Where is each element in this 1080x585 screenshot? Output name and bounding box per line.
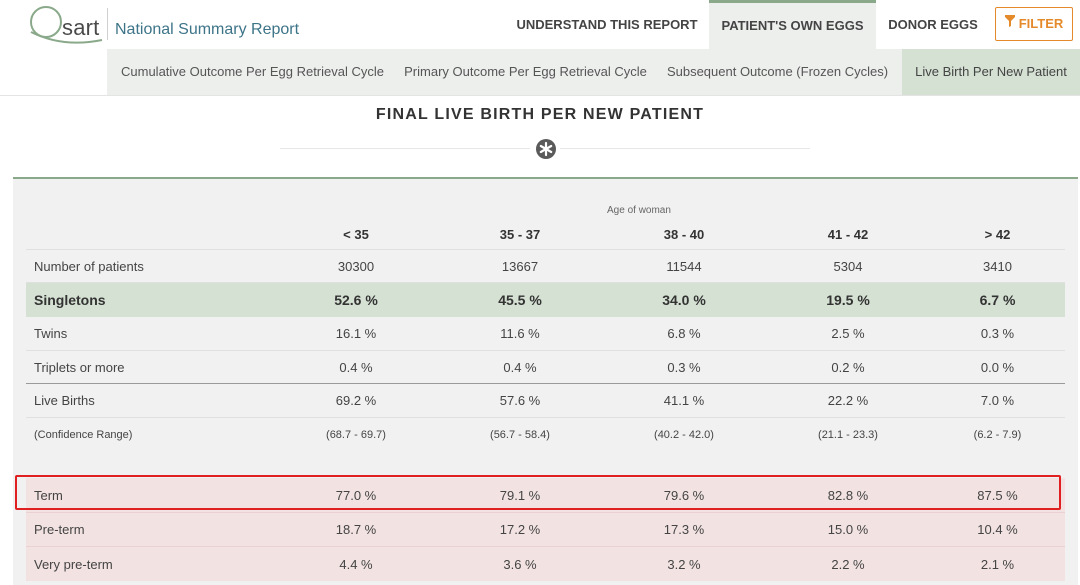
table-row: Triplets or more 0.4 % 0.4 % 0.3 % 0.2 %… bbox=[26, 351, 1065, 384]
table-cell: 10.4 % bbox=[977, 522, 1018, 537]
table-cell: 17.3 % bbox=[663, 522, 705, 537]
table-cell: 3.2 % bbox=[667, 556, 701, 572]
table-cell: 3410 bbox=[983, 258, 1012, 274]
column-header: > 42 bbox=[984, 226, 1011, 242]
table-row: Singletons 52.6 % 45.5 % 34.0 % 19.5 % 6… bbox=[26, 283, 1065, 317]
row-label: Number of patients bbox=[34, 258, 144, 274]
table-cell: 11544 bbox=[666, 258, 702, 274]
tab-live-birth-per-new-patient[interactable]: Live Birth Per New Patient bbox=[902, 49, 1080, 95]
data-card: Age of woman < 35 35 - 37 38 - 40 41 - 4… bbox=[13, 177, 1078, 585]
filter-icon bbox=[1004, 7, 1015, 39]
brand-divider bbox=[107, 8, 108, 40]
table-row: Number of patients 30300 13667 11544 530… bbox=[26, 250, 1065, 283]
table-cell: 69.2 % bbox=[335, 393, 377, 408]
table-cell: 0.4 % bbox=[339, 359, 373, 375]
table-cell: 41.1 % bbox=[663, 393, 705, 408]
table-cell: 30300 bbox=[337, 258, 375, 274]
table-cell: 22.2 % bbox=[827, 393, 869, 408]
row-label: Live Births bbox=[34, 393, 95, 408]
nav-donor-eggs[interactable]: DONOR EGGS bbox=[888, 17, 978, 32]
section-title: FINAL LIVE BIRTH PER NEW PATIENT bbox=[375, 106, 705, 123]
row-label: Twins bbox=[34, 326, 68, 341]
table-cell: (6.2 - 7.9) bbox=[973, 428, 1022, 441]
column-header: 38 - 40 bbox=[663, 226, 705, 242]
table-row: Pre-term 18.7 % 17.2 % 17.3 % 15.0 % 10.… bbox=[26, 513, 1065, 547]
tab-subsequent-outcome[interactable]: Subsequent Outcome (Frozen Cycles) bbox=[666, 64, 889, 79]
table-header-row: < 35 35 - 37 38 - 40 41 - 42 > 42 bbox=[26, 219, 1065, 250]
table-cell: 2.1 % bbox=[980, 556, 1015, 572]
table-cell: 87.5 % bbox=[977, 487, 1018, 503]
table-cell: 3.6 % bbox=[503, 556, 537, 572]
table-cell: (40.2 - 42.0) bbox=[654, 428, 714, 441]
table-cell: (56.7 - 58.4) bbox=[490, 428, 550, 441]
asterisk-badge-icon bbox=[535, 138, 557, 160]
table-cell: 7.0 % bbox=[980, 393, 1015, 408]
row-label: Pre-term bbox=[34, 522, 85, 537]
column-header: 35 - 37 bbox=[499, 226, 541, 242]
table-cell: 34.0 % bbox=[662, 292, 706, 308]
filter-button[interactable]: FILTER bbox=[995, 7, 1073, 41]
table-cell: 17.2 % bbox=[499, 522, 541, 537]
tab-cumulative-outcome[interactable]: Cumulative Outcome Per Egg Retrieval Cyc… bbox=[121, 64, 384, 79]
logo-swoosh-icon bbox=[30, 6, 103, 44]
table-cell: 16.1 % bbox=[335, 326, 377, 341]
logo-text: sart bbox=[62, 15, 100, 40]
row-label: Singletons bbox=[34, 292, 106, 308]
table-cell: 0.0 % bbox=[980, 359, 1015, 375]
row-label: (Confidence Range) bbox=[34, 428, 133, 441]
table-row: Very pre-term 4.4 % 3.6 % 3.2 % 2.2 % 2.… bbox=[26, 547, 1065, 581]
table-cell: 5304 bbox=[833, 258, 863, 274]
table-cell: (68.7 - 69.7) bbox=[326, 428, 386, 441]
title-divider-right bbox=[560, 148, 810, 149]
table-row: (Confidence Range) (68.7 - 69.7) (56.7 -… bbox=[26, 418, 1065, 451]
nav-patients-own-eggs[interactable]: PATIENT'S OWN EGGS bbox=[709, 0, 876, 49]
sub-navigation: Cumulative Outcome Per Egg Retrieval Cyc… bbox=[107, 49, 1080, 95]
report-title[interactable]: National Summary Report bbox=[115, 21, 300, 38]
table-cell: 6.7 % bbox=[979, 292, 1016, 308]
tab-primary-outcome[interactable]: Primary Outcome Per Egg Retrieval Cycle bbox=[404, 64, 647, 79]
table-cell: 52.6 % bbox=[334, 292, 378, 308]
table-cell: 11.6 % bbox=[500, 326, 540, 341]
table-cell: 45.5 % bbox=[498, 292, 542, 308]
table-cell: 6.8 % bbox=[667, 326, 701, 341]
table-cell: 82.8 % bbox=[827, 487, 869, 503]
table-row: Twins 16.1 % 11.6 % 6.8 % 2.5 % 0.3 % bbox=[26, 317, 1065, 351]
column-header: < 35 bbox=[343, 226, 369, 242]
title-divider-left bbox=[280, 148, 530, 149]
table-cell: 0.2 % bbox=[831, 359, 865, 375]
table-cell: 79.1 % bbox=[499, 487, 541, 503]
table-cell: 77.0 % bbox=[335, 487, 377, 503]
top-header: sart National Summary Report UNDERSTAND … bbox=[0, 0, 1080, 49]
row-label: Triplets or more bbox=[34, 359, 125, 375]
table-cell: 18.7 % bbox=[335, 522, 377, 537]
table-cell: 0.3 % bbox=[980, 326, 1015, 341]
table-cell: 2.2 % bbox=[831, 556, 865, 572]
table-cell: (21.1 - 23.3) bbox=[818, 428, 878, 441]
table-row: Term 77.0 % 79.1 % 79.6 % 82.8 % 87.5 % bbox=[26, 478, 1065, 513]
row-label: Term bbox=[34, 487, 63, 503]
row-label: Very pre-term bbox=[34, 556, 113, 572]
table-cell: 2.5 % bbox=[831, 326, 865, 341]
table-cell: 57.6 % bbox=[499, 393, 541, 408]
sart-logo[interactable]: sart bbox=[28, 2, 103, 46]
column-header: 41 - 42 bbox=[827, 226, 869, 242]
subnav-divider bbox=[0, 95, 1080, 96]
table-cell: 19.5 % bbox=[826, 292, 870, 308]
table-cell: 15.0 % bbox=[827, 522, 869, 537]
table-cell: 13667 bbox=[501, 258, 539, 274]
table-row: Live Births 69.2 % 57.6 % 41.1 % 22.2 % … bbox=[26, 384, 1065, 418]
table-cell: 79.6 % bbox=[663, 487, 705, 503]
table-cell: 4.4 % bbox=[339, 556, 373, 572]
table-cell: 0.3 % bbox=[667, 359, 701, 375]
table-cell: 0.4 % bbox=[503, 359, 537, 375]
filter-label: FILTER bbox=[1018, 16, 1064, 31]
nav-understand-report[interactable]: UNDERSTAND THIS REPORT bbox=[516, 17, 698, 32]
